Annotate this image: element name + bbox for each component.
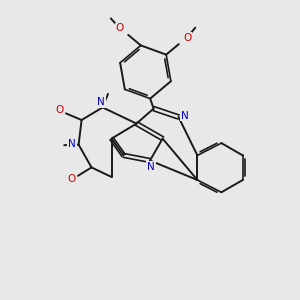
Text: N: N: [147, 161, 155, 172]
Text: N: N: [181, 110, 188, 121]
Text: N: N: [97, 97, 105, 107]
Text: O: O: [67, 174, 76, 184]
Text: O: O: [116, 23, 124, 33]
Text: O: O: [55, 105, 64, 115]
Text: N: N: [68, 139, 76, 149]
Text: O: O: [183, 32, 191, 43]
